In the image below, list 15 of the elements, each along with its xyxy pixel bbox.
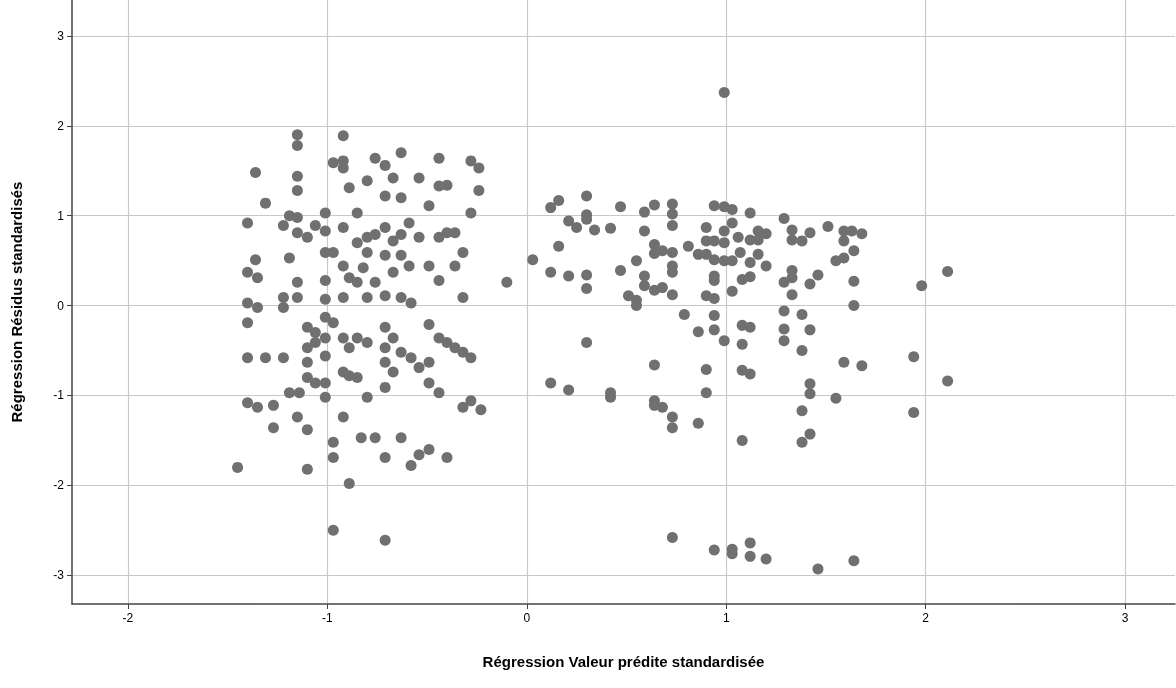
x-tick-label: 2: [922, 611, 930, 625]
y-tick-label: -1: [53, 388, 65, 403]
x-tick-label: 0: [523, 611, 531, 625]
x-tick-label: -1: [321, 611, 333, 625]
y-tick-label: 0: [57, 298, 65, 313]
y-tick-label: 1: [57, 208, 65, 223]
y-axis-title: Régression Résidus standardisés: [8, 181, 25, 423]
y-tick-label: -2: [53, 478, 65, 493]
y-tick-label: 2: [57, 118, 65, 133]
x-axis-title: Régression Valeur prédite standardisée: [482, 653, 765, 670]
x-tick-label: -2: [122, 611, 134, 625]
y-tick-label: 3: [57, 28, 65, 43]
x-tick-label: 1: [722, 611, 730, 625]
y-tick-label: -3: [53, 568, 65, 583]
x-tick-label: 3: [1121, 611, 1129, 625]
